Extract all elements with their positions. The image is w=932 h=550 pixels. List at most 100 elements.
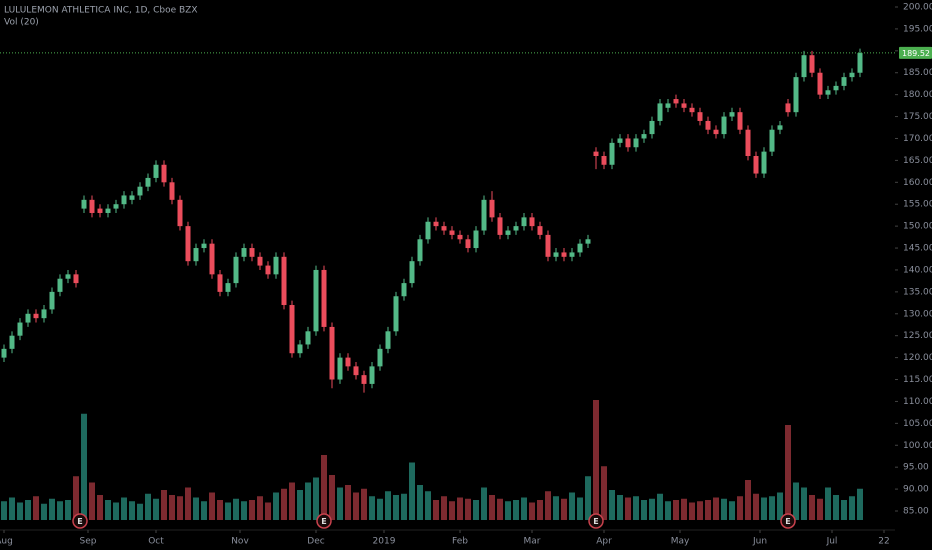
candle-body — [857, 53, 863, 73]
x-tick-label: Feb — [452, 537, 468, 547]
candle-body — [609, 142, 615, 165]
candle-body — [409, 261, 415, 284]
y-tick-label: 140.00 — [903, 265, 932, 275]
candle-body — [425, 221, 431, 240]
candle-body — [161, 164, 167, 183]
volume-bar — [361, 488, 367, 520]
volume-bar — [329, 475, 335, 520]
candle-body — [65, 274, 71, 279]
candle-body — [217, 274, 223, 292]
volume-bar — [689, 502, 695, 520]
volume-bar — [385, 491, 391, 520]
y-tick-label: 200.00 — [903, 3, 932, 13]
candle-body — [153, 164, 159, 178]
volume-bar — [753, 493, 759, 520]
volume-bar — [609, 490, 615, 520]
candle-body — [577, 243, 583, 253]
candle-body — [177, 199, 183, 227]
candle-body — [593, 151, 599, 157]
candle-body — [553, 252, 559, 257]
y-tick-label: 100.00 — [903, 441, 932, 451]
candle-body — [241, 248, 247, 257]
candle-body — [497, 217, 503, 235]
candle-body — [265, 265, 271, 275]
candle-body — [9, 335, 15, 349]
volume-bar — [305, 482, 311, 520]
x-tick-label: Apr — [596, 537, 612, 547]
volume-bar — [193, 497, 199, 520]
volume-bar — [481, 487, 487, 520]
volume-bar — [577, 497, 583, 520]
volume-bar — [145, 493, 151, 520]
candle-body — [665, 103, 671, 108]
volume-bar — [137, 503, 143, 520]
y-tick-label: 130.00 — [903, 309, 932, 319]
volume-bar — [657, 493, 663, 520]
volume-bar — [17, 502, 23, 520]
candle-body — [257, 256, 263, 266]
volume-bar — [153, 498, 159, 520]
volume-bar — [625, 497, 631, 520]
candle-body — [825, 90, 831, 95]
volume-bar — [105, 500, 111, 520]
candle-body — [233, 256, 239, 284]
volume-bar — [281, 488, 287, 520]
volume-bar — [89, 482, 95, 520]
candle-body — [57, 278, 63, 292]
volume-bar — [321, 455, 327, 520]
y-tick-label: 170.00 — [903, 134, 932, 144]
volume-bar — [561, 498, 567, 520]
y-tick-label: 180.00 — [903, 90, 932, 100]
candle-body — [513, 226, 519, 231]
volume-bar — [209, 492, 215, 520]
volume-bar — [433, 500, 439, 520]
candle-body — [473, 230, 479, 249]
candle-body — [729, 112, 735, 117]
x-tick-label: Jun — [752, 537, 767, 547]
candle-body — [489, 199, 495, 218]
volume-bar — [369, 496, 375, 520]
candle-body — [377, 348, 383, 367]
candle-body — [417, 239, 423, 262]
candle-body — [289, 305, 295, 354]
volume-bar — [129, 501, 135, 520]
candle-body — [17, 322, 23, 336]
volume-bar — [817, 498, 823, 520]
volume-bar — [161, 490, 167, 520]
volume-bar — [313, 477, 319, 520]
candle-body — [457, 234, 463, 240]
candle-body — [465, 239, 471, 249]
volume-bar — [249, 500, 255, 520]
volume-bar — [673, 500, 679, 520]
volume-bar — [257, 496, 263, 520]
candle-body — [113, 204, 119, 209]
candle-body — [185, 226, 191, 262]
volume-bar — [273, 492, 279, 520]
volume-bar — [641, 500, 647, 520]
x-tick-label: Aug — [0, 537, 13, 547]
candle-body — [529, 217, 535, 227]
candle-body — [305, 331, 311, 345]
volume-bar — [585, 476, 591, 520]
candle-body — [585, 239, 591, 244]
candle-body — [41, 309, 47, 319]
candle-body — [329, 326, 335, 380]
volume-bar — [177, 496, 183, 520]
volume-bar — [593, 400, 599, 520]
candle-body — [89, 199, 95, 213]
volume-bar — [1, 501, 7, 520]
candle-body — [745, 129, 751, 157]
volume-bar — [489, 495, 495, 520]
volume-label: Vol (20) — [4, 18, 39, 28]
candle-body — [353, 366, 359, 376]
volume-bar — [201, 501, 207, 520]
candle-body — [481, 199, 487, 231]
volume-bar — [81, 413, 87, 520]
volume-bar — [241, 501, 247, 520]
volume-bar — [9, 497, 15, 520]
volume-bar — [217, 500, 223, 520]
candle-body — [129, 195, 135, 200]
candle-body — [209, 243, 215, 275]
candle-body — [225, 283, 231, 292]
